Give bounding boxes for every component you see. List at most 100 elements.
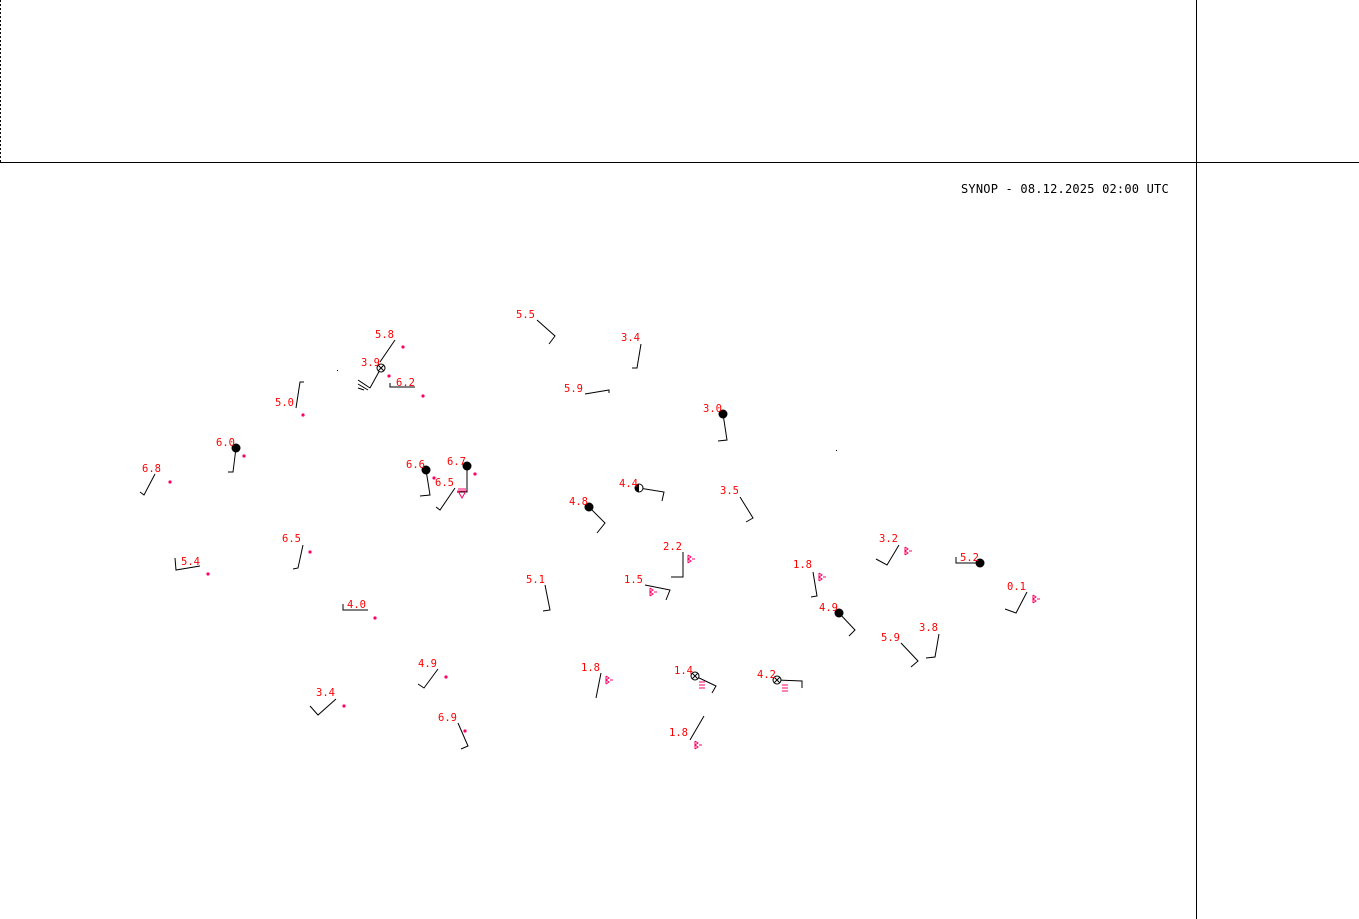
station-plot: 6.5 bbox=[435, 477, 467, 511]
temperature-label: 1.8 bbox=[669, 727, 688, 739]
temperature-label: 4.2 bbox=[757, 669, 776, 681]
wind-barb bbox=[838, 612, 856, 637]
temperature-label: 4.9 bbox=[418, 658, 437, 670]
station-plot: 4.8 bbox=[569, 496, 606, 534]
cloud-cover-cross bbox=[691, 672, 699, 680]
drizzle-dot-icon bbox=[432, 476, 436, 480]
station-plot: 1.5 bbox=[624, 574, 671, 601]
station-plot: 3.0 bbox=[703, 403, 728, 442]
station-plot: 6.6 bbox=[406, 459, 436, 497]
temperature-label: 6.5 bbox=[282, 533, 301, 545]
mist-symbol-icon bbox=[694, 740, 702, 750]
fog-icon bbox=[782, 684, 788, 692]
drizzle-dot-icon bbox=[301, 413, 305, 417]
station-plot: 6.8 bbox=[139, 463, 172, 496]
drizzle-dot-icon bbox=[308, 550, 312, 554]
wind-barb bbox=[810, 571, 818, 598]
wind-barb bbox=[457, 466, 468, 493]
station-plot: 1.4 bbox=[674, 665, 717, 694]
drizzle-dot-icon bbox=[473, 472, 477, 476]
wind-barb bbox=[595, 672, 602, 699]
wind-barb bbox=[955, 557, 980, 564]
station-plot: 4.0 bbox=[342, 599, 377, 620]
temperature-label: 6.6 bbox=[406, 459, 425, 471]
drizzle-dot-icon bbox=[373, 616, 377, 620]
wind-barb bbox=[309, 698, 337, 716]
station-plot: 6.7 bbox=[447, 456, 477, 493]
wind-barb bbox=[292, 544, 304, 570]
map-title: SYNOP - 08.12.2025 02:00 UTC bbox=[961, 182, 1169, 196]
station-plot: 2.2 bbox=[663, 541, 695, 578]
station-plot: 5.0 bbox=[275, 381, 305, 417]
wind-barb bbox=[435, 487, 456, 511]
wind-barb bbox=[228, 447, 237, 473]
temperature-label: 5.4 bbox=[181, 556, 200, 568]
temperature-label: 1.8 bbox=[581, 662, 600, 674]
cloud-cover-half-fill bbox=[635, 484, 639, 492]
station-plot: 6.9 bbox=[438, 712, 469, 750]
wind-barb bbox=[694, 675, 717, 694]
wind-barb bbox=[900, 642, 919, 668]
station-plot: 1.8 bbox=[669, 715, 705, 750]
wind-barb bbox=[139, 473, 156, 496]
temperature-label: 5.5 bbox=[516, 309, 535, 321]
wind-barb bbox=[638, 487, 665, 502]
fog-icon bbox=[699, 681, 705, 689]
cloud-cover-overcast-icon bbox=[834, 608, 844, 618]
station-plot: 3.8 bbox=[919, 622, 940, 659]
drizzle-dot-icon bbox=[421, 394, 425, 398]
wind-barb bbox=[342, 604, 368, 611]
station-plot: 5.1 bbox=[526, 574, 551, 612]
temperature-label: 3.8 bbox=[919, 622, 938, 634]
cloud-cover-overcast-icon bbox=[975, 558, 985, 568]
wind-barb bbox=[689, 715, 705, 741]
mist-symbol-icon bbox=[649, 587, 657, 597]
temperature-label: 5.8 bbox=[375, 329, 394, 341]
station-plot: 5.9 bbox=[881, 632, 919, 668]
stray-dot bbox=[337, 370, 338, 371]
temperature-label: 4.8 bbox=[569, 496, 588, 508]
drizzle-dot-icon bbox=[401, 345, 405, 349]
cloud-cover-overcast-icon bbox=[231, 443, 241, 453]
station-plot: 5.2 bbox=[955, 552, 985, 568]
temperature-label: 6.9 bbox=[438, 712, 457, 724]
cloud-cover-overcast-icon bbox=[421, 465, 431, 475]
drizzle-dot-icon bbox=[242, 454, 246, 458]
wind-barb bbox=[717, 413, 728, 442]
station-plot: 4.4 bbox=[619, 478, 665, 502]
temperature-label: 3.9 bbox=[361, 357, 380, 369]
wind-barb bbox=[379, 339, 396, 363]
station-plot: 5.4 bbox=[174, 556, 210, 576]
station-plot: 6.2 bbox=[389, 377, 425, 398]
drizzle-dot-icon bbox=[168, 480, 172, 484]
station-plot: 0.1 bbox=[1004, 581, 1040, 614]
wind-barb bbox=[776, 679, 803, 688]
temperature-label: 1.4 bbox=[674, 665, 693, 677]
wind-barb bbox=[389, 383, 415, 388]
wind-barb bbox=[417, 668, 439, 689]
station-plot: 6.0 bbox=[216, 437, 246, 473]
cloud-cover-cross bbox=[377, 364, 385, 372]
temperature-label: 3.5 bbox=[720, 485, 739, 497]
station-plot: 6.5 bbox=[282, 533, 312, 570]
wind-barb bbox=[1004, 591, 1028, 614]
temperature-label: 3.4 bbox=[621, 332, 640, 344]
wind-barb bbox=[584, 389, 610, 395]
cloud-cover-cross bbox=[773, 676, 781, 684]
drizzle-dot-icon bbox=[387, 374, 391, 378]
mist-symbol-icon bbox=[605, 675, 613, 685]
station-plot: 4.9 bbox=[819, 602, 856, 637]
temperature-label: 4.9 bbox=[819, 602, 838, 614]
wind-barb bbox=[925, 633, 940, 659]
temperature-label: 1.8 bbox=[793, 559, 812, 571]
drizzle-dot-icon bbox=[444, 675, 448, 679]
wind-barb bbox=[457, 722, 469, 750]
temperature-label: 2.2 bbox=[663, 541, 682, 553]
wind-barb bbox=[536, 319, 556, 345]
temperature-label: 0.1 bbox=[1007, 581, 1026, 593]
wind-barb bbox=[644, 584, 671, 601]
station-plot: 3.2 bbox=[875, 533, 912, 566]
wind-barb bbox=[542, 584, 551, 612]
cloud-cover-overcast-icon bbox=[462, 461, 472, 471]
